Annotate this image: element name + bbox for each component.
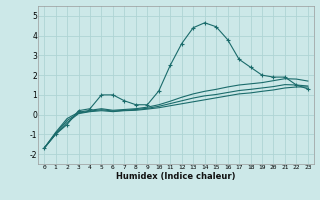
X-axis label: Humidex (Indice chaleur): Humidex (Indice chaleur) bbox=[116, 172, 236, 181]
